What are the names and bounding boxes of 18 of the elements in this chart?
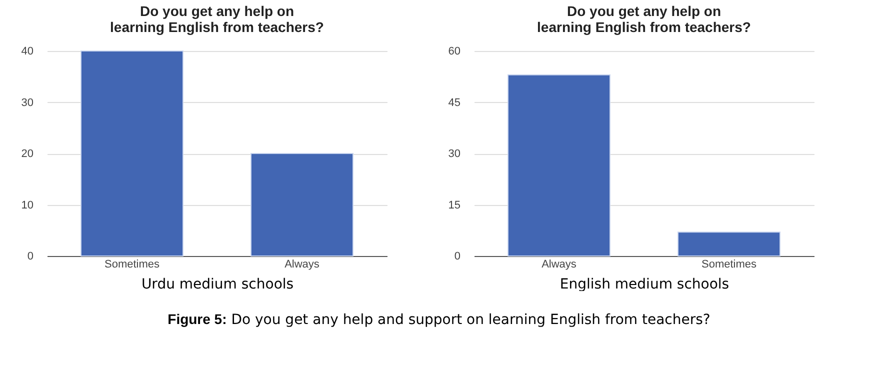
chart-title: Do you get any help on learning English from teachers?	[537, 3, 751, 35]
y-tick-label: 40	[21, 46, 34, 58]
y-tick-label: 15	[448, 199, 460, 212]
x-tick-label: Sometimes	[104, 258, 160, 270]
y-tick-label: 0	[27, 250, 34, 262]
y-tick-label: 60	[448, 46, 460, 58]
chart-title: Do you get any help on learning English from teachers?	[110, 3, 324, 35]
y-tick-label: 0	[454, 250, 460, 262]
caption: Figure 5: Do you get any help and support on learning English from teachers?	[166, 311, 712, 328]
y-tick-label: 30	[448, 148, 460, 160]
x-tick-label: Sometimes	[701, 258, 757, 270]
y-tick-label: 20	[21, 148, 34, 160]
y-tick-label: 45	[448, 96, 460, 109]
x-tick-label: Always	[542, 258, 577, 270]
x-axis-title: Urdu medium schools	[141, 276, 294, 292]
y-tick-label: 30	[21, 96, 34, 109]
y-tick-label: 10	[21, 199, 34, 212]
x-tick-label: Always	[284, 258, 320, 270]
